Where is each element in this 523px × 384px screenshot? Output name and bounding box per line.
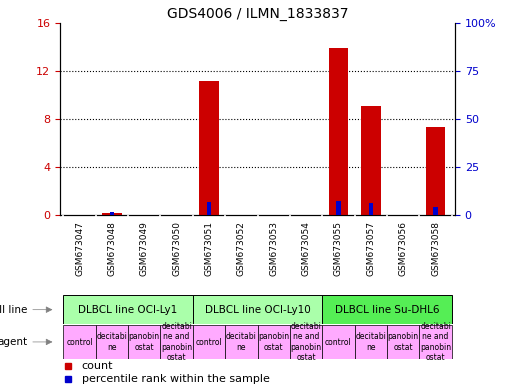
Text: DLBCL line OCI-Ly10: DLBCL line OCI-Ly10 <box>204 305 311 314</box>
Bar <box>257 325 290 359</box>
Bar <box>426 127 445 215</box>
Text: decitabi
ne: decitabi ne <box>96 333 128 352</box>
Text: GSM673052: GSM673052 <box>237 221 246 276</box>
Bar <box>369 203 373 215</box>
Bar <box>96 325 128 359</box>
Text: GSM673051: GSM673051 <box>204 221 213 276</box>
Bar <box>161 325 193 359</box>
Bar <box>419 325 452 359</box>
Text: GSM673050: GSM673050 <box>172 221 181 276</box>
Bar <box>434 207 438 215</box>
Bar <box>207 202 211 215</box>
Text: cell line: cell line <box>0 305 27 314</box>
Bar <box>102 213 122 215</box>
Text: decitabi
ne: decitabi ne <box>356 333 386 352</box>
Bar <box>225 325 258 359</box>
Text: count: count <box>82 361 113 371</box>
Bar <box>355 325 387 359</box>
Text: panobin
ostat: panobin ostat <box>258 333 289 352</box>
Text: decitabi
ne and
panobin
ostat: decitabi ne and panobin ostat <box>161 322 192 362</box>
Bar <box>322 325 355 359</box>
Bar <box>63 325 96 359</box>
Text: percentile rank within the sample: percentile rank within the sample <box>82 374 270 384</box>
Text: GSM673056: GSM673056 <box>399 221 408 276</box>
Text: DLBCL line OCI-Ly1: DLBCL line OCI-Ly1 <box>78 305 178 314</box>
Bar <box>336 200 340 215</box>
Text: decitabi
ne and
panobin
ostat: decitabi ne and panobin ostat <box>291 322 322 362</box>
Text: control: control <box>196 338 222 347</box>
Bar <box>193 325 225 359</box>
Text: control: control <box>66 338 93 347</box>
Text: decitabi
ne and
panobin
ostat: decitabi ne and panobin ostat <box>420 322 451 362</box>
Text: GSM673057: GSM673057 <box>366 221 376 276</box>
Bar <box>329 48 348 215</box>
Text: GSM673053: GSM673053 <box>269 221 278 276</box>
Bar <box>110 212 114 215</box>
Bar <box>322 295 452 324</box>
Bar <box>199 81 219 215</box>
Bar <box>193 295 322 324</box>
Text: GSM673058: GSM673058 <box>431 221 440 276</box>
Text: agent: agent <box>0 337 27 347</box>
Text: DLBCL line Su-DHL6: DLBCL line Su-DHL6 <box>335 305 439 314</box>
Text: GSM673054: GSM673054 <box>302 221 311 276</box>
Bar <box>387 325 419 359</box>
Text: panobin
ostat: panobin ostat <box>388 333 419 352</box>
Text: GSM673047: GSM673047 <box>75 221 84 276</box>
Text: decitabi
ne: decitabi ne <box>226 333 257 352</box>
Bar <box>63 295 193 324</box>
Text: GSM673049: GSM673049 <box>140 221 149 276</box>
Bar <box>128 325 161 359</box>
Bar <box>290 325 322 359</box>
Title: GDS4006 / ILMN_1833837: GDS4006 / ILMN_1833837 <box>167 7 348 21</box>
Text: panobin
ostat: panobin ostat <box>129 333 160 352</box>
Text: GSM673048: GSM673048 <box>107 221 117 276</box>
Text: control: control <box>325 338 352 347</box>
Text: GSM673055: GSM673055 <box>334 221 343 276</box>
Bar <box>361 106 381 215</box>
